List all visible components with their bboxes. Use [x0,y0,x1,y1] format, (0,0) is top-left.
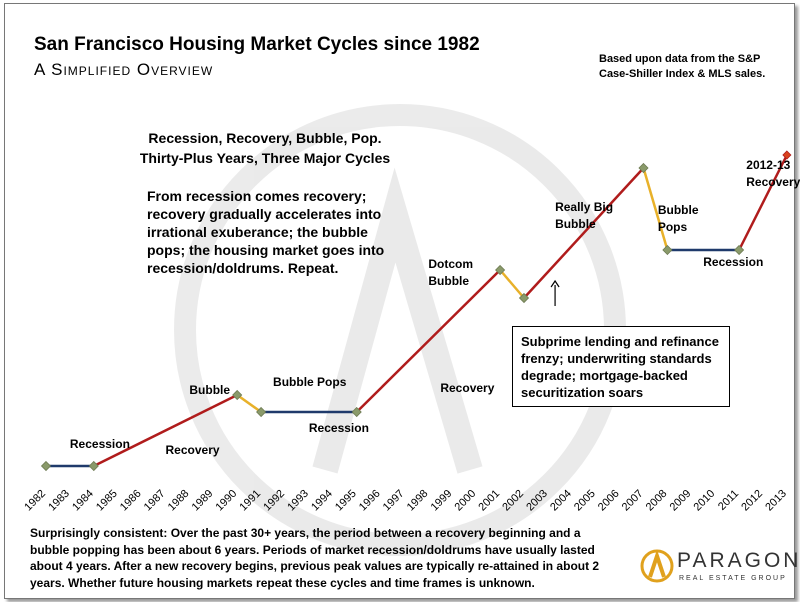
source-note: Based upon data from the S&P Case-Shille… [599,52,765,82]
logo-name: PARAGON [677,549,800,572]
x-tick-1997: 1997 [381,488,407,514]
annotation-2: Bubble [189,383,230,397]
intro-text: From recession comes recovery; recovery … [147,188,385,276]
annotation-5: Recovery [440,381,494,395]
annotation-4: Recession [309,421,369,435]
data-marker-2 [232,389,243,401]
cycle-segments [44,153,789,468]
x-tick-2005: 2005 [572,488,598,514]
annotation-10: 2012-13 Recovery [746,158,800,189]
x-tick-1985: 1985 [94,488,120,514]
segment-pop-7 [642,166,669,252]
logo-tagline: REAL ESTATE GROUP [679,575,787,582]
x-tick-1984: 1984 [70,488,96,514]
annotation-1: Recovery [166,443,220,457]
paragon-logo-mark [640,549,674,583]
x-tick-1989: 1989 [190,488,216,514]
x-tick-1995: 1995 [333,488,359,514]
x-tick-1998: 1998 [405,488,431,514]
data-marker-6 [518,292,530,304]
x-tick-2009: 2009 [668,488,694,514]
subprime-arrow [550,279,560,306]
page-title: San Francisco Housing Market Cycles sinc… [34,34,480,55]
data-marker-4 [351,406,362,418]
source-line-1: Based upon data from the S&P [599,53,761,65]
data-marker-3 [256,406,267,418]
x-tick-1987: 1987 [142,488,168,514]
data-marker-0 [40,460,52,472]
x-tick-2007: 2007 [620,488,646,514]
annotation-7: Really Big Bubble [555,200,613,231]
segment-pop-5 [498,268,526,300]
source-line-2: Case-Shiller Index & MLS sales. [599,68,766,80]
segment-recovery-4 [355,268,502,414]
segment-recovery-1 [92,393,239,468]
data-marker-9 [734,244,745,256]
annotation-8: Bubble Pops [658,203,699,234]
annotation-6: Dotcom Bubble [428,257,473,288]
paragon-logo: PARAGON REAL ESTATE GROUP [640,548,798,589]
footer-note: Surprisingly consistent: Over the past 3… [30,526,600,590]
x-tick-2008: 2008 [644,488,670,514]
data-marker-7 [638,162,649,174]
x-tick-2011: 2011 [716,488,741,513]
x-tick-1986: 1986 [118,488,144,514]
subprime-callout: Subprime lending and refinance frenzy; u… [512,326,730,407]
x-tick-1990: 1990 [214,488,240,514]
phase-annotations: Recession Recovery Bubble Bubble Pops Recess… [70,158,800,457]
segment-pop-2 [235,393,263,414]
data-marker-1 [88,460,99,472]
x-tick-1983: 1983 [46,488,72,514]
annotation-0: Recession [70,437,130,451]
x-tick-1996: 1996 [357,488,383,514]
end-marker [782,150,792,160]
x-tick-2000: 2000 [453,488,479,514]
chart-frame [4,3,795,599]
x-tick-2013: 2013 [763,488,789,514]
x-tick-2010: 2010 [692,488,718,514]
arrow-head [550,279,560,288]
x-axis-year-labels: 1982198319841985198619871988198919901991… [22,488,789,514]
x-tick-1999: 1999 [429,488,455,514]
headline: Recession, Recovery, Bubble, Pop. Thirty… [110,128,420,168]
x-tick-1982: 1982 [22,488,48,514]
segment-recovery-9 [737,153,789,252]
page-subtitle: A Simplified Overview [34,60,214,79]
x-tick-2012: 2012 [739,488,765,514]
cycle-markers [40,150,792,472]
segment-recovery-6 [522,166,645,300]
data-marker-5 [495,264,506,276]
x-tick-2006: 2006 [596,488,622,514]
headline-line-1: Recession, Recovery, Bubble, Pop. [148,130,382,146]
annotation-3: Bubble Pops [273,375,347,389]
headline-line-2: Thirty-Plus Years, Three Major Cycles [139,150,391,166]
x-tick-1988: 1988 [166,488,192,514]
data-marker-8 [662,244,673,256]
x-tick-1994: 1994 [309,488,335,514]
annotation-9: Recession [703,255,763,269]
